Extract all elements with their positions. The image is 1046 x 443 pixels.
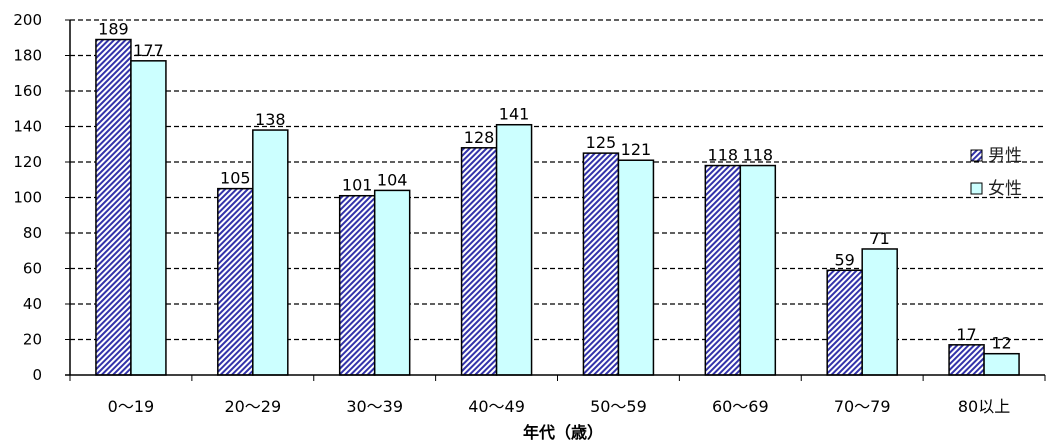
data-label-male: 101 <box>342 176 373 195</box>
y-tick-label: 180 <box>13 47 42 65</box>
data-label-male: 128 <box>464 128 495 147</box>
bar-male <box>582 152 620 376</box>
bar-male <box>338 194 376 376</box>
bar-male <box>217 187 254 376</box>
gridlines <box>70 19 1045 341</box>
data-label-male: 118 <box>708 146 739 165</box>
data-label-female: 118 <box>743 146 774 165</box>
x-category-label: 80以上 <box>958 397 1010 416</box>
bar-male <box>704 164 742 376</box>
x-category-label: 20～29 <box>224 397 281 416</box>
data-label-female: 121 <box>621 140 652 159</box>
bar-male <box>826 269 863 376</box>
x-category-label: 0～19 <box>108 397 155 416</box>
y-tick-label: 100 <box>13 189 42 207</box>
y-tick-label: 20 <box>23 331 42 349</box>
y-tick-label: 160 <box>13 82 42 100</box>
axes: 0 20 40 60 80 100 120 140 160 180 200 0～19 20～29 30～3… <box>13 11 1046 416</box>
y-tick-label: 200 <box>13 11 42 29</box>
data-label-male: 189 <box>98 20 129 39</box>
legend-swatch-male <box>970 149 983 162</box>
y-tick-label: 60 <box>23 260 42 278</box>
y-tick-label: 40 <box>23 295 42 313</box>
legend-label-female: 女性 <box>988 179 1022 199</box>
bar-female <box>861 248 898 376</box>
bars <box>95 38 1020 376</box>
data-label-female: 177 <box>133 41 164 60</box>
x-axis-title: 年代（歳） <box>523 423 603 442</box>
y-tick-label: 80 <box>23 224 42 242</box>
y-tick-label: 140 <box>13 118 42 136</box>
bar-female <box>373 189 411 376</box>
bar-male <box>460 147 498 376</box>
y-tick-label: 120 <box>13 153 42 171</box>
data-label-male: 59 <box>835 250 855 269</box>
bar-female <box>252 129 289 376</box>
bar-male <box>948 344 985 376</box>
x-category-label: 30～39 <box>346 397 403 416</box>
legend: 男性 女性 <box>970 146 1022 199</box>
x-category-label: 60～69 <box>712 397 769 416</box>
bar-female <box>983 352 1020 376</box>
x-category-label: 40～49 <box>468 397 525 416</box>
bar-female <box>739 164 777 376</box>
data-label-male: 125 <box>586 133 617 152</box>
data-label-female: 141 <box>499 105 530 124</box>
data-label-female: 104 <box>377 170 408 189</box>
data-label-female: 138 <box>255 110 286 129</box>
data-label-male: 105 <box>220 169 251 188</box>
x-category-label: 70～79 <box>834 397 891 416</box>
y-tick-label: 0 <box>32 366 42 384</box>
legend-swatch-female <box>970 182 983 195</box>
bar-male <box>95 38 132 376</box>
data-label-female: 71 <box>870 229 890 248</box>
x-category-label: 50～59 <box>590 397 647 416</box>
data-label-female: 12 <box>991 334 1011 353</box>
bar-female <box>617 159 655 376</box>
data-labels: 189 105 101 128 125 118 59 17 177 138 104 141 121 118… <box>98 20 1012 353</box>
data-label-male: 17 <box>956 325 976 344</box>
bar-female <box>130 60 167 376</box>
bar-female <box>495 123 533 376</box>
legend-label-male: 男性 <box>988 146 1022 166</box>
